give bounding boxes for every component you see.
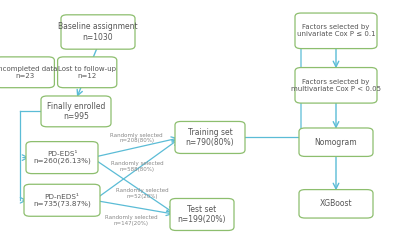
- Text: PD-nEDS¹
n=735(73.87%): PD-nEDS¹ n=735(73.87%): [33, 194, 91, 207]
- FancyBboxPatch shape: [299, 128, 373, 156]
- Text: Randomly selected
n=147(20%): Randomly selected n=147(20%): [105, 215, 157, 226]
- Text: Randomly selected
n=52(20%): Randomly selected n=52(20%): [116, 188, 168, 199]
- Text: Nomogram: Nomogram: [315, 138, 357, 147]
- FancyBboxPatch shape: [0, 57, 54, 88]
- Text: Baseline assignment
n=1030: Baseline assignment n=1030: [58, 22, 138, 42]
- Text: Lost to follow-up
n=12: Lost to follow-up n=12: [58, 66, 116, 79]
- Text: PD-EDS¹
n=260(26.13%): PD-EDS¹ n=260(26.13%): [33, 151, 91, 164]
- FancyBboxPatch shape: [299, 190, 373, 218]
- Text: Training set
n=790(80%): Training set n=790(80%): [186, 128, 234, 147]
- FancyBboxPatch shape: [175, 122, 245, 154]
- FancyBboxPatch shape: [295, 13, 377, 49]
- Text: Randomly selected
n=208(80%): Randomly selected n=208(80%): [110, 133, 163, 143]
- FancyBboxPatch shape: [61, 15, 135, 49]
- Text: XGBoost: XGBoost: [320, 199, 352, 208]
- Text: Test set
n=199(20%): Test set n=199(20%): [178, 205, 226, 224]
- Text: Randomly selected
n=588(80%): Randomly selected n=588(80%): [111, 161, 164, 172]
- Text: Uncompleted data
n=23: Uncompleted data n=23: [0, 66, 57, 79]
- FancyBboxPatch shape: [58, 57, 117, 88]
- Text: Factors selected by
multivariate Cox P < 0.05: Factors selected by multivariate Cox P <…: [291, 79, 381, 92]
- FancyBboxPatch shape: [24, 184, 100, 216]
- FancyBboxPatch shape: [170, 199, 234, 230]
- FancyBboxPatch shape: [41, 96, 111, 127]
- Text: Factors selected by
univariate Cox P ≤ 0.1: Factors selected by univariate Cox P ≤ 0…: [297, 24, 375, 37]
- FancyBboxPatch shape: [295, 68, 377, 103]
- FancyBboxPatch shape: [26, 141, 98, 173]
- Text: Finally enrolled
n=995: Finally enrolled n=995: [47, 102, 105, 121]
